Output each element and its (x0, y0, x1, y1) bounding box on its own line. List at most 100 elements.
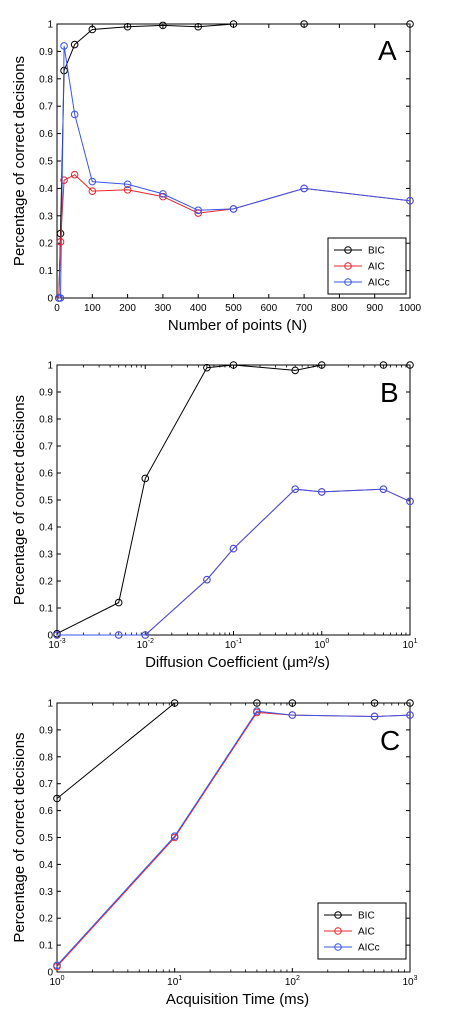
data-point-aic (60, 176, 68, 184)
x-tick-label: 900 (366, 303, 383, 314)
series-line-bic (56, 702, 410, 799)
data-point-aicc (288, 711, 297, 719)
y-tick-label: 0.4 (39, 184, 53, 195)
data-point-bic (370, 699, 379, 707)
series-line-aicc (58, 45, 411, 299)
x-tick-label: 500 (225, 303, 242, 314)
y-tick-label: 0.7 (39, 442, 53, 453)
panel-a: 0 0.1 0.2 0.3 0.4 0.5 0.6 0.7 0.8 0.9 1 0 100 200 300 4… (11, 20, 422, 335)
x-tick-label: 10-1 (225, 638, 242, 651)
legend-entry-aicc: AICc (368, 278, 390, 289)
legend-entry-aicc: AICc (358, 943, 380, 954)
x-tick-label: 100 (84, 303, 101, 314)
data-point-aic (159, 192, 167, 201)
data-point-aic (56, 238, 65, 246)
x-tick-label: 800 (331, 303, 348, 314)
y-tick-label: 0.4 (39, 523, 53, 534)
y-tick-label: 0.9 (39, 388, 53, 399)
y-tick-label: 0.9 (39, 725, 53, 736)
legend-entry-aic: AIC (358, 927, 375, 938)
y-tick-label: 0.3 (39, 211, 53, 222)
data-point-aic (70, 170, 79, 179)
x-tick-label: 600 (260, 303, 277, 314)
x-axis-label: Diffusion Coefficient (μm²/s) (145, 654, 330, 671)
data-point-bic (141, 474, 150, 483)
y-axis-label: Percentage of correct decisions (11, 395, 28, 605)
data-point-aicc (53, 631, 61, 639)
data-point-aicc (229, 205, 238, 213)
panel-c: 0 0.1 0.2 0.3 0.4 0.5 0.6 0.7 0.8 0.9 1 100 101 102 10… (11, 699, 418, 1009)
data-point-bic (53, 794, 61, 803)
x-tick-label: 1000 (399, 303, 422, 314)
legend-swatch-marker (344, 246, 352, 254)
x-axis-label: Acquisition Time (ms) (166, 991, 309, 1008)
data-point-bic (406, 20, 414, 28)
x-tick-label: 103 (402, 975, 417, 988)
data-point-bic (123, 22, 132, 31)
panel-label: B (380, 377, 399, 408)
data-point-aicc (123, 180, 132, 189)
legend-entry-aic: AIC (368, 262, 385, 273)
data-point-bic (406, 361, 414, 369)
data-point-bic (70, 40, 79, 49)
y-tick-label: 0.6 (39, 806, 53, 817)
legend-entry-bic: BIC (358, 911, 375, 922)
series-line-aicc (56, 710, 411, 966)
x-tick-label: 300 (155, 303, 172, 314)
y-tick-label: 0.5 (39, 157, 53, 168)
data-point-bic (406, 699, 414, 707)
data-point-aic (88, 187, 97, 195)
data-point-aicc (203, 575, 211, 584)
panel-b: 0 0.1 0.2 0.3 0.4 0.5 0.6 0.7 0.8 0.9 1 10-3 10-2 10-… (11, 361, 418, 672)
y-axis-label: Percentage of correct decisions (11, 56, 28, 266)
x-axis-label: Number of points (N) (168, 317, 307, 334)
legend-swatch-marker (344, 262, 352, 270)
y-tick-label: 0 (47, 631, 53, 642)
y-tick-label: 0.3 (39, 887, 53, 898)
legend: BIC AIC AICc (317, 902, 407, 960)
data-point-aicc (194, 206, 202, 215)
y-tick-label: 1 (47, 699, 53, 710)
legend-swatch-marker (334, 927, 342, 935)
data-point-aicc (379, 485, 388, 494)
y-tick-label: 0.7 (39, 102, 53, 113)
y-tick-label: 0.2 (39, 239, 53, 250)
y-tick-label: 0.3 (39, 550, 53, 561)
data-point-aicc (141, 631, 150, 639)
y-tick-label: 0.2 (39, 914, 53, 925)
x-tick-label: 400 (190, 303, 207, 314)
data-point-aicc (229, 544, 238, 553)
series-line-bic (56, 364, 410, 635)
data-point-aicc (406, 196, 414, 205)
data-point-aicc (370, 712, 379, 721)
y-tick-label: 0.7 (39, 779, 53, 790)
data-point-bic (317, 361, 326, 369)
data-point-aicc (170, 832, 179, 840)
y-tick-label: 0.2 (39, 577, 53, 588)
data-point-aicc (114, 631, 123, 639)
data-point-bic (300, 20, 308, 28)
y-tick-label: 1 (47, 361, 53, 372)
data-point-aicc (70, 110, 79, 119)
y-tick-label: 0.6 (39, 469, 53, 480)
data-point-aicc (300, 184, 308, 193)
legend-swatch-marker (334, 911, 342, 919)
data-point-aicc (406, 711, 414, 719)
y-tick-label: 0 (47, 294, 53, 305)
y-tick-label: 0.9 (39, 47, 53, 58)
y-tick-label: 0.1 (39, 266, 53, 277)
data-point-aicc (253, 707, 261, 715)
data-point-bic (291, 366, 299, 375)
data-point-bic (379, 361, 388, 369)
series-line-aicc (57, 488, 411, 636)
y-tick-label: 0.1 (39, 941, 53, 952)
data-point-bic (194, 22, 202, 31)
data-point-bic (229, 361, 238, 369)
y-tick-label: 0.5 (39, 833, 53, 844)
data-point-aicc (56, 294, 65, 302)
x-tick-label: 101 (402, 638, 417, 651)
y-axis-label: Percentage of correct decisions (11, 732, 28, 942)
legend: BIC AIC AICc (327, 237, 407, 295)
data-point-aic (123, 185, 132, 194)
x-tick-label: 700 (296, 303, 313, 314)
